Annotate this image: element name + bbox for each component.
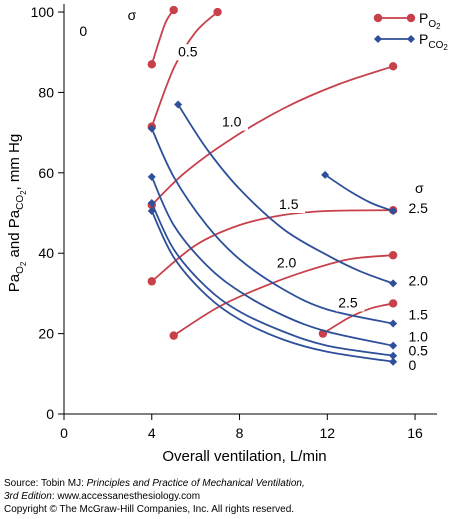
source-line-2: 3rd Edition: www.accessanesthesiology.co…: [4, 491, 200, 503]
po2-line: [151, 65, 394, 206]
pco2-endpoint-marker: [389, 207, 398, 216]
source-prefix: Source: Tobin MJ:: [4, 478, 87, 489]
curve-label-bg: [274, 255, 303, 272]
po2-endpoint-marker: [213, 7, 222, 17]
curve-label-bg: [406, 273, 435, 290]
pco2-endpoint-marker: [389, 351, 398, 360]
po2-line: [150, 9, 175, 65]
po2-curve-sigma-0-5: [147, 7, 222, 131]
pco2-curve-label: 1.5: [408, 307, 428, 323]
po2-curve-label: 2.0: [277, 254, 297, 270]
sigma-label: σ: [128, 7, 137, 23]
x-axis-title: Overall ventilation, L/min: [162, 448, 326, 465]
legend-marker: [406, 13, 416, 23]
x-tick-label: 8: [236, 425, 244, 441]
po2-line: [150, 11, 219, 127]
curve-label-bg: [277, 197, 306, 213]
ventilation-chart: 0 4 8 12 16 0 20 40 60 80 100 Overall ventilation, …: [6, 4, 448, 465]
legend-marker: [374, 35, 382, 43]
x-tick-label: 12: [320, 425, 336, 441]
pco2-curve-sigma-1-5: [147, 124, 398, 328]
pco2-line: [150, 128, 394, 325]
legend-marker: [373, 13, 383, 23]
pco2-endpoint-marker: [147, 172, 156, 181]
y-tick-label: 100: [31, 4, 55, 20]
po2-line: [173, 254, 394, 337]
pco2-endpoint-marker: [389, 357, 398, 366]
legend-label: PO2: [419, 10, 441, 31]
pco2-curve-label: 0: [408, 357, 416, 373]
legend-marker: [407, 35, 415, 43]
source-title: Principles and Practice of Mechanical Ve…: [86, 478, 305, 489]
pco2-line: [150, 202, 394, 357]
pco2-line: [150, 176, 394, 347]
po2-curve-sigma-2-0: [169, 251, 398, 340]
po2-endpoint-marker: [388, 299, 398, 308]
x-tick-label: 4: [148, 425, 156, 441]
pco2-curve-label: 0.5: [408, 343, 428, 359]
y-tick-label: 40: [38, 245, 54, 261]
legend-item-pco2: PCO2: [374, 31, 448, 52]
legend-item-po2: PO2: [373, 10, 441, 31]
pco2-endpoint-marker: [389, 319, 398, 328]
pco2-endpoint-marker: [147, 198, 156, 207]
source-edition: 3rd Edition: [4, 491, 52, 502]
curve-label-bg: [219, 114, 248, 131]
sigma-label: σ: [415, 180, 424, 196]
source-line-1: Source: Tobin MJ: Principles and Practic…: [4, 478, 305, 490]
y-tick-label: 0: [46, 406, 54, 422]
pco2-curve-sigma-1-0: [147, 172, 398, 350]
legend-label: PCO2: [419, 31, 448, 52]
y-tick-label: 20: [38, 326, 54, 342]
pco2-curve-label: 2.5: [408, 200, 428, 216]
pco2-endpoint-marker: [321, 170, 330, 179]
pco2-curve-label: 2.0: [408, 272, 428, 288]
pco2-curve-sigma-0-5: [147, 198, 398, 360]
pco2-line: [324, 174, 394, 212]
copyright-line: Copyright © The McGraw-Hill Companies, I…: [4, 504, 295, 515]
po2-endpoint-marker: [147, 60, 156, 69]
po2-endpoint-marker: [388, 62, 398, 71]
po2-curve-label: 0.5: [178, 43, 198, 59]
po2-curve-label: 0: [79, 23, 87, 39]
po2-curve-label: 1.0: [222, 114, 242, 130]
po2-endpoint-marker: [147, 277, 156, 286]
pco2-line: [177, 104, 394, 285]
curve-label-bg: [406, 329, 435, 346]
y-axis-title: PaO2 and PaCO2, mm Hg: [6, 134, 28, 292]
pco2-curve-sigma-2-0: [174, 100, 398, 288]
pco2-line: [150, 210, 394, 363]
chart-axes: 0 4 8 12 16 0 20 40 60 80 100 Overall ventilation, …: [6, 4, 437, 465]
curve-label-bg: [406, 201, 435, 218]
curve-label-bg: [406, 343, 435, 360]
po2-line: [151, 209, 394, 283]
x-tick-label: 0: [60, 425, 68, 441]
curve-label-bg: [77, 24, 90, 41]
source-url: : www.accessanesthesiology.com: [51, 491, 201, 502]
po2-curve-sigma-0: [147, 5, 178, 69]
y-tick-label: 80: [38, 84, 54, 100]
pco2-endpoint-marker: [174, 100, 183, 109]
po2-curve-label: 1.5: [279, 196, 299, 212]
po2-line: [322, 302, 394, 335]
y-tick-label: 60: [38, 165, 54, 181]
po2-endpoint-marker: [169, 5, 178, 15]
curve-label-bg: [336, 295, 365, 312]
po2-curve-sigma-1-0: [147, 62, 398, 210]
pco2-curve-sigma-2-5: [321, 170, 398, 216]
pco2-endpoint-marker: [147, 124, 156, 133]
po2-endpoint-marker: [388, 251, 398, 260]
curve-label-bg: [406, 307, 435, 324]
po2-endpoint-marker: [169, 331, 178, 340]
pco2-endpoint-marker: [389, 341, 398, 350]
pco2-curve-sigma-0: [147, 207, 398, 366]
pco2-endpoint-marker: [389, 279, 398, 288]
curve-label-bg: [406, 357, 419, 374]
pco2-curve-label: 1.0: [408, 329, 428, 345]
po2-curve-label: 2.5: [338, 294, 358, 310]
curve-label-bg: [176, 44, 205, 61]
chart-curve-labels: 00.51.01.52.02.500.51.01.52.02.5σσ: [77, 7, 435, 374]
x-tick-label: 16: [407, 425, 423, 441]
